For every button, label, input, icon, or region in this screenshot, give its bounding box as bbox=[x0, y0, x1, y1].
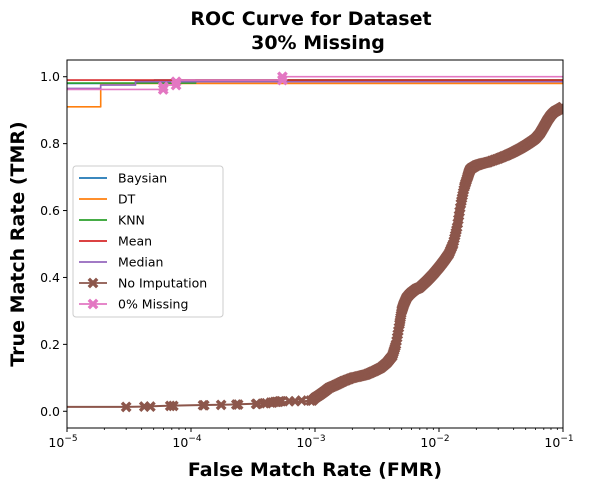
marker-0-missing bbox=[157, 81, 169, 93]
marker-0-missing bbox=[157, 84, 169, 95]
legend-entry-knn: KNN bbox=[79, 213, 145, 228]
marker-layer bbox=[120, 71, 563, 413]
series-line-dt bbox=[67, 82, 563, 108]
x-axis-label: False Match Rate (FMR) bbox=[188, 459, 442, 481]
legend-marker bbox=[87, 277, 99, 289]
x-tick-label: 10−5 bbox=[48, 434, 77, 450]
legend-label: No Imputation bbox=[118, 276, 207, 291]
marker-no-imputation bbox=[164, 400, 176, 412]
legend-entry-dt: DT bbox=[79, 192, 136, 207]
legend-entry-baysian: Baysian bbox=[79, 171, 167, 186]
marker-no-imputation bbox=[144, 401, 156, 412]
marker-0-missing bbox=[170, 76, 182, 88]
marker-no-imputation bbox=[305, 395, 316, 406]
legend-label: Median bbox=[118, 255, 163, 270]
marker-no-imputation bbox=[232, 399, 244, 410]
legend-label: DT bbox=[118, 192, 136, 207]
chart-title: ROC Curve for Dataset bbox=[190, 8, 431, 30]
y-tick-label: 0.0 bbox=[40, 404, 60, 419]
x-tick-label: 10−1 bbox=[544, 434, 573, 450]
marker-no-imputation bbox=[296, 395, 308, 406]
legend: Baysian DT KNN Mean Median No Imputation 0% Mi… bbox=[72, 165, 224, 318]
legend-entry-mean: Mean bbox=[79, 234, 152, 249]
legend-label: Mean bbox=[118, 234, 152, 249]
y-tick-label: 1.0 bbox=[40, 69, 60, 84]
legend-frame bbox=[72, 165, 224, 318]
marker-no-imputation bbox=[167, 400, 179, 412]
legend-marker bbox=[87, 298, 99, 310]
marker-0-missing bbox=[277, 71, 288, 83]
marker-no-imputation bbox=[198, 399, 210, 411]
x-axis-ticks: 10−5 10−4 10−3 10−2 10−1 bbox=[48, 428, 574, 450]
y-tick-label: 0.8 bbox=[40, 136, 60, 151]
y-tick-label: 0.2 bbox=[40, 337, 60, 352]
legend-label: KNN bbox=[118, 213, 145, 228]
legend-entry-no-imputation: No Imputation bbox=[79, 276, 207, 291]
y-tick-label: 0.6 bbox=[40, 203, 60, 218]
marker-no-imputation bbox=[215, 399, 227, 411]
chart-subtitle: 30% Missing bbox=[251, 32, 385, 54]
series-line-median bbox=[67, 80, 563, 90]
legend-label: 0% Missing bbox=[118, 297, 188, 312]
x-tick-label: 10−3 bbox=[296, 434, 325, 450]
legend-label: Baysian bbox=[118, 171, 167, 186]
y-axis-label: True Match Rate (TMR) bbox=[7, 121, 29, 366]
legend-entry-median: Median bbox=[79, 255, 163, 270]
x-tick-label: 10−2 bbox=[420, 434, 449, 450]
marker-no-imputation bbox=[120, 401, 132, 413]
legend-entry-0-missing: 0% Missing bbox=[79, 297, 188, 312]
y-axis-ticks: 0.0 0.2 0.4 0.6 0.8 1.0 bbox=[40, 69, 67, 419]
y-tick-label: 0.4 bbox=[40, 270, 60, 285]
x-tick-label: 10−4 bbox=[172, 434, 201, 450]
